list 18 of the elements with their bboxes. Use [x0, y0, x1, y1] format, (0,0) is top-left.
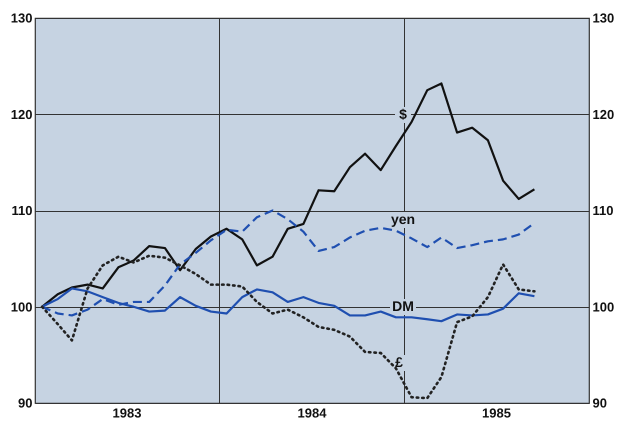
y2-tick-label: 100	[592, 299, 614, 314]
x-tick-label: 1985	[482, 406, 511, 420]
x-tick-label: 1984	[298, 406, 328, 420]
series-label: yen	[390, 211, 416, 227]
series-label: £	[395, 354, 404, 370]
y-tick-label: 120	[10, 106, 32, 122]
line-series	[40, 254, 536, 400]
series-label: $	[399, 106, 408, 122]
y2-tick-label: 130	[592, 10, 614, 26]
y-tick-label: 110	[12, 203, 32, 218]
y-tick-label: 90	[18, 396, 32, 410]
y-tick-label: 100	[10, 299, 32, 314]
series-label: DM	[392, 298, 414, 314]
y2-tick-label: 120	[592, 106, 614, 122]
y-tick-label: 130	[10, 10, 32, 26]
y2-tick-label: 90	[592, 396, 607, 410]
x-tick-label: 1983	[112, 406, 142, 420]
y2-tick-label: 110	[592, 203, 614, 218]
